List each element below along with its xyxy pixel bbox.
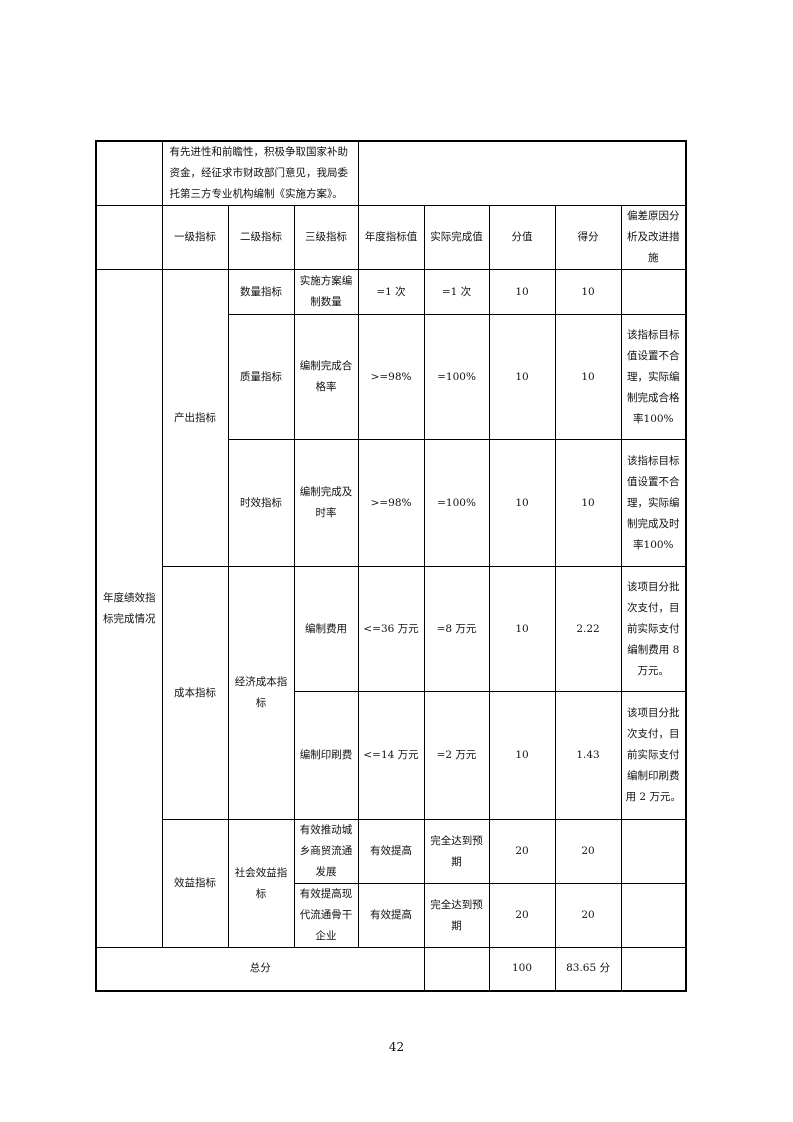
target-cell: 有效提高 xyxy=(357,819,425,884)
note-cell: 该指标目标值设置不合理，实际编制完成合格率100% xyxy=(620,314,687,440)
score-cell: 1.43 xyxy=(554,691,622,820)
table-row: 效益指标 社会效益指标 有效推动城乡商贸流通发展 有效提高 完全达到预期 20 … xyxy=(96,819,687,948)
level2-cell: 经济成本指标 xyxy=(227,566,295,820)
level2-cell: 数量指标 xyxy=(227,269,295,315)
table-row: 时效指标 编制完成及时率 >=98% =100% 10 10 该指标目标值设置不… xyxy=(96,439,687,567)
weight-cell: 10 xyxy=(488,439,556,567)
header-cell: 年度指标值 xyxy=(357,205,425,270)
header-cell: 实际完成值 xyxy=(423,205,490,270)
header-cell: 得分 xyxy=(554,205,622,270)
weight-cell: 10 xyxy=(488,314,556,440)
header-cell: 三级指标 xyxy=(293,205,359,270)
empty-cell xyxy=(95,205,163,270)
level3-cell: 编制完成及时率 xyxy=(293,439,359,567)
actual-cell: =2 万元 xyxy=(423,691,490,820)
note-cell: 该指标目标值设置不合理，实际编制完成及时率100% xyxy=(620,439,687,567)
header-cell: 偏差原因分析及改进措施 xyxy=(620,205,687,270)
level2-cell: 时效指标 xyxy=(227,439,295,567)
actual-cell: =100% xyxy=(423,314,490,440)
header-cell: 二级指标 xyxy=(227,205,295,270)
note-cell xyxy=(620,819,687,884)
table-row: 成本指标 经济成本指标 编制费用 <=36 万元 =8 万元 10 2.22 该… xyxy=(96,566,687,820)
note-cell xyxy=(620,269,687,315)
score-cell: 10 xyxy=(554,439,622,567)
performance-table: 有先进性和前瞻性，积极争取国家补助资金，经征求市财政部门意见，我局委托第三方专业… xyxy=(95,140,688,992)
total-label: 总分 xyxy=(95,947,425,991)
total-weight: 100 xyxy=(488,947,556,991)
level1-cell: 成本指标 xyxy=(161,566,229,820)
section-label: 年度绩效指标完成情况 xyxy=(95,269,163,948)
score-cell: 10 xyxy=(554,314,622,440)
empty-cell xyxy=(423,947,490,991)
level1-cell: 效益指标 xyxy=(161,819,229,948)
intro-text: 有先进性和前瞻性，积极争取国家补助资金，经征求市财政部门意见，我局委托第三方专业… xyxy=(161,140,359,206)
empty-cell xyxy=(95,140,163,206)
level3-cell: 实施方案编制数量 xyxy=(293,269,359,315)
score-cell: 10 xyxy=(554,269,622,315)
header-row: 一级指标 二级指标 三级指标 年度指标值 实际完成值 分值 得分 偏差原因分析及… xyxy=(95,205,687,270)
total-row: 总分 100 83.65 分 xyxy=(95,947,687,991)
score-cell: 20 xyxy=(554,819,622,884)
empty-cell xyxy=(357,140,687,206)
level3-cell: 有效推动城乡商贸流通发展 xyxy=(293,819,359,884)
score-cell: 20 xyxy=(554,883,622,948)
note-cell xyxy=(620,883,687,948)
target-cell: =1 次 xyxy=(357,269,425,315)
actual-cell: =100% xyxy=(423,439,490,567)
level3-cell: 编制完成合格率 xyxy=(293,314,359,440)
target-cell: 有效提高 xyxy=(357,883,425,948)
weight-cell: 10 xyxy=(488,566,556,692)
table-row: 质量指标 编制完成合格率 >=98% =100% 10 10 该指标目标值设置不… xyxy=(96,314,687,440)
target-cell: <=14 万元 xyxy=(357,691,425,820)
note-cell: 该项目分批次支付，目前实际支付编制费用 8 万元。 xyxy=(620,566,687,692)
level3-cell: 编制费用 xyxy=(293,566,359,692)
level3-cell: 编制印刷费 xyxy=(293,691,359,820)
note-cell: 该项目分批次支付，目前实际支付编制印刷费用 2 万元。 xyxy=(620,691,687,820)
level3-cell: 有效提高现代流通骨干企业 xyxy=(293,883,359,948)
actual-cell: 完全达到预期 xyxy=(423,819,490,884)
actual-cell: =8 万元 xyxy=(423,566,490,692)
header-cell: 分值 xyxy=(488,205,556,270)
score-cell: 2.22 xyxy=(554,566,622,692)
actual-cell: =1 次 xyxy=(423,269,490,315)
table-row: 年度绩效指标完成情况 产出指标 数量指标 实施方案编制数量 =1 次 =1 次 … xyxy=(95,269,687,948)
level2-cell: 社会效益指标 xyxy=(227,819,295,948)
weight-cell: 20 xyxy=(488,819,556,884)
weight-cell: 20 xyxy=(488,883,556,948)
header-cell: 一级指标 xyxy=(161,205,229,270)
weight-cell: 10 xyxy=(488,691,556,820)
target-cell: >=98% xyxy=(357,439,425,567)
target-cell: <=36 万元 xyxy=(357,566,425,692)
target-cell: >=98% xyxy=(357,314,425,440)
level1-cell: 产出指标 xyxy=(161,269,229,567)
empty-cell xyxy=(620,947,687,991)
intro-row: 有先进性和前瞻性，积极争取国家补助资金，经征求市财政部门意见，我局委托第三方专业… xyxy=(95,140,687,206)
actual-cell: 完全达到预期 xyxy=(423,883,490,948)
level2-cell: 质量指标 xyxy=(227,314,295,440)
total-score: 83.65 分 xyxy=(554,947,622,991)
page-number: 42 xyxy=(388,1040,405,1054)
weight-cell: 10 xyxy=(488,269,556,315)
